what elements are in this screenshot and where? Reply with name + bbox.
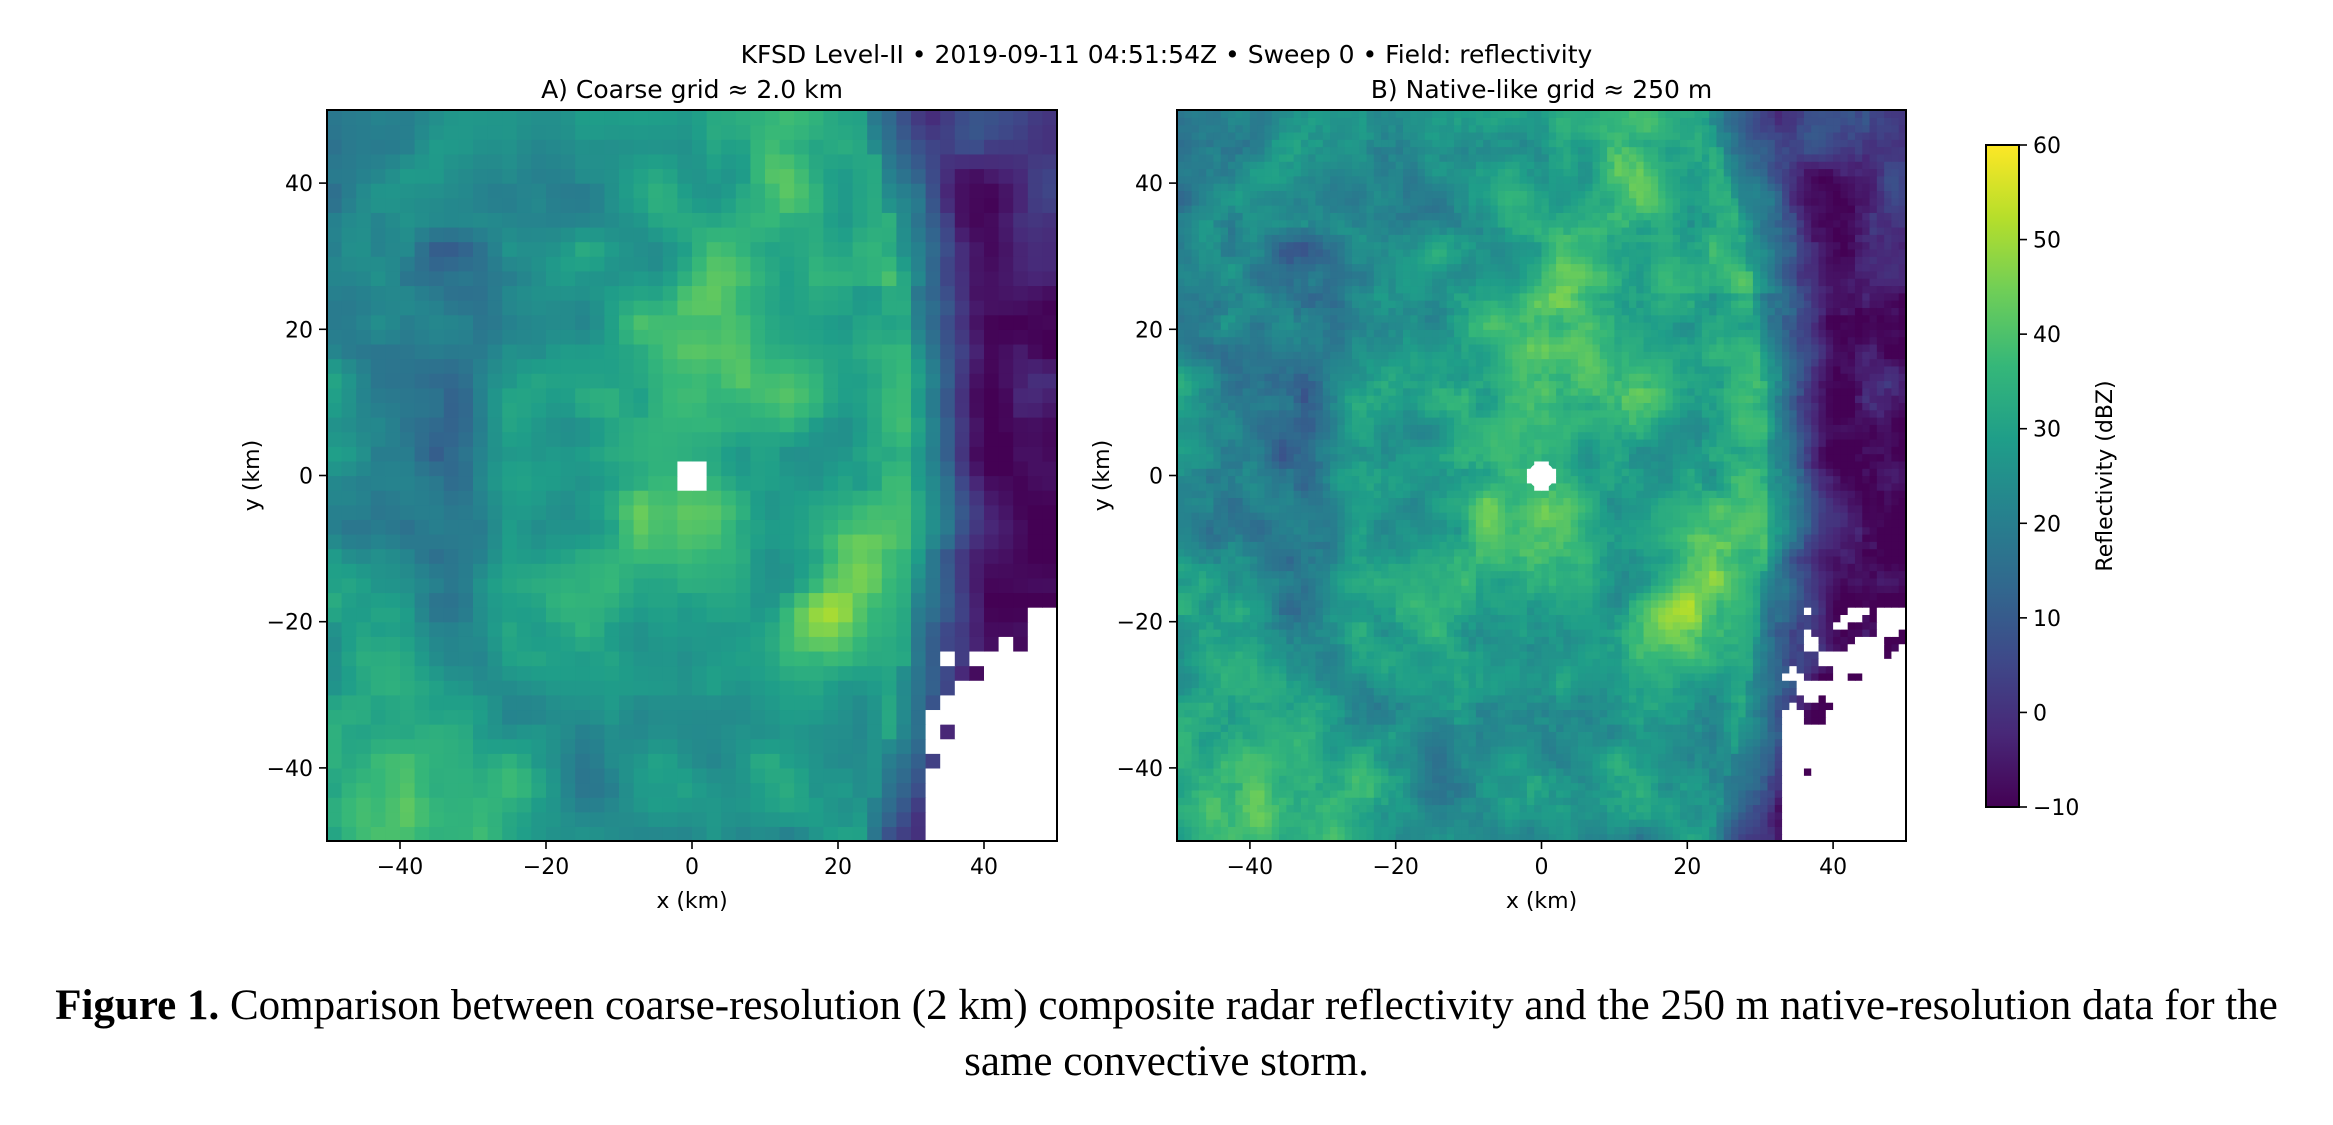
colorbar-tick-label: 0 [2033,701,2047,726]
radar-site-marker [1528,462,1555,489]
y-tick-label: 40 [285,172,313,197]
x-tick-label: 40 [970,855,998,880]
colorbar-tick-label: 50 [2033,229,2061,254]
y-tick-label: −40 [267,757,313,782]
x-axis-label: x (km) [1506,889,1577,914]
x-tick-label: 40 [1819,855,1847,880]
figure: −40 −20 0 20 40 −40 −20 0 20 40 A) Coarse grid ≈ 2… [240,75,2118,914]
x-axis-label: x (km) [656,889,727,914]
y-tick-label: −20 [1117,611,1163,636]
y-tick-label: −20 [267,611,313,636]
colorbar-gradient [1985,144,2020,808]
y-tick-label: 20 [285,318,313,343]
x-tick-label: 0 [685,855,699,880]
colorbar-tick-label: 20 [2033,512,2061,537]
panel-a-coarse-grid: −40 −20 0 20 40 −40 −20 0 20 40 A) Coarse grid ≈ 2… [240,75,1058,914]
y-tick-label: 40 [1135,172,1163,197]
colorbar-tick-label: 30 [2033,418,2061,443]
x-tick-label: 0 [1535,855,1549,880]
y-axis-label: y (km) [1090,440,1115,511]
colorbar-tick-label: 40 [2033,323,2061,348]
colorbar-label: Reflectivity (dBZ) [2093,380,2118,571]
x-tick-label: 20 [1673,855,1701,880]
y-tick-label: 0 [1149,465,1163,490]
caption-text: Comparison between coarse-resolution (2 … [219,982,2278,1085]
colorbar-tick-label: 60 [2033,134,2061,159]
y-tick-label: 0 [299,465,313,490]
y-tick-label: 20 [1135,318,1163,343]
figure-suptitle: KFSD Level-II • 2019-09-11 04:51:54Z • S… [740,40,1593,69]
y-axis-label: y (km) [240,440,265,511]
x-tick-label: −20 [523,855,569,880]
x-tick-label: −20 [1372,855,1418,880]
colorbar-tick-label: 10 [2033,607,2061,632]
colorbar: −10 0 10 20 30 40 50 60 Reflectivity (dBZ) [1985,134,2118,821]
heatmap-cells [327,110,1058,842]
figure-caption: Figure 1. Comparison between coarse-reso… [20,978,2313,1090]
y-tick-label: −40 [1117,757,1163,782]
x-tick-label: −40 [1227,855,1273,880]
heatmap-cells [1177,110,1907,842]
x-tick-label: −40 [377,855,423,880]
panel-title: A) Coarse grid ≈ 2.0 km [541,75,843,104]
colorbar-tick-label: −10 [2033,796,2079,821]
panel-title: B) Native-like grid ≈ 250 m [1371,75,1712,104]
panel-b-native-grid: −40 −20 0 20 40 −40 −20 0 20 40 B) Native-like gri… [1090,75,1907,914]
x-tick-label: 20 [824,855,852,880]
caption-label: Figure 1. [55,982,220,1029]
